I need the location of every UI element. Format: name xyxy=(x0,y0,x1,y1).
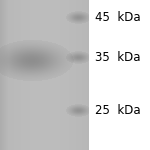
Text: 25  kDa: 25 kDa xyxy=(95,104,141,117)
Text: 45  kDa: 45 kDa xyxy=(95,11,141,24)
Text: 35  kDa: 35 kDa xyxy=(95,51,141,64)
